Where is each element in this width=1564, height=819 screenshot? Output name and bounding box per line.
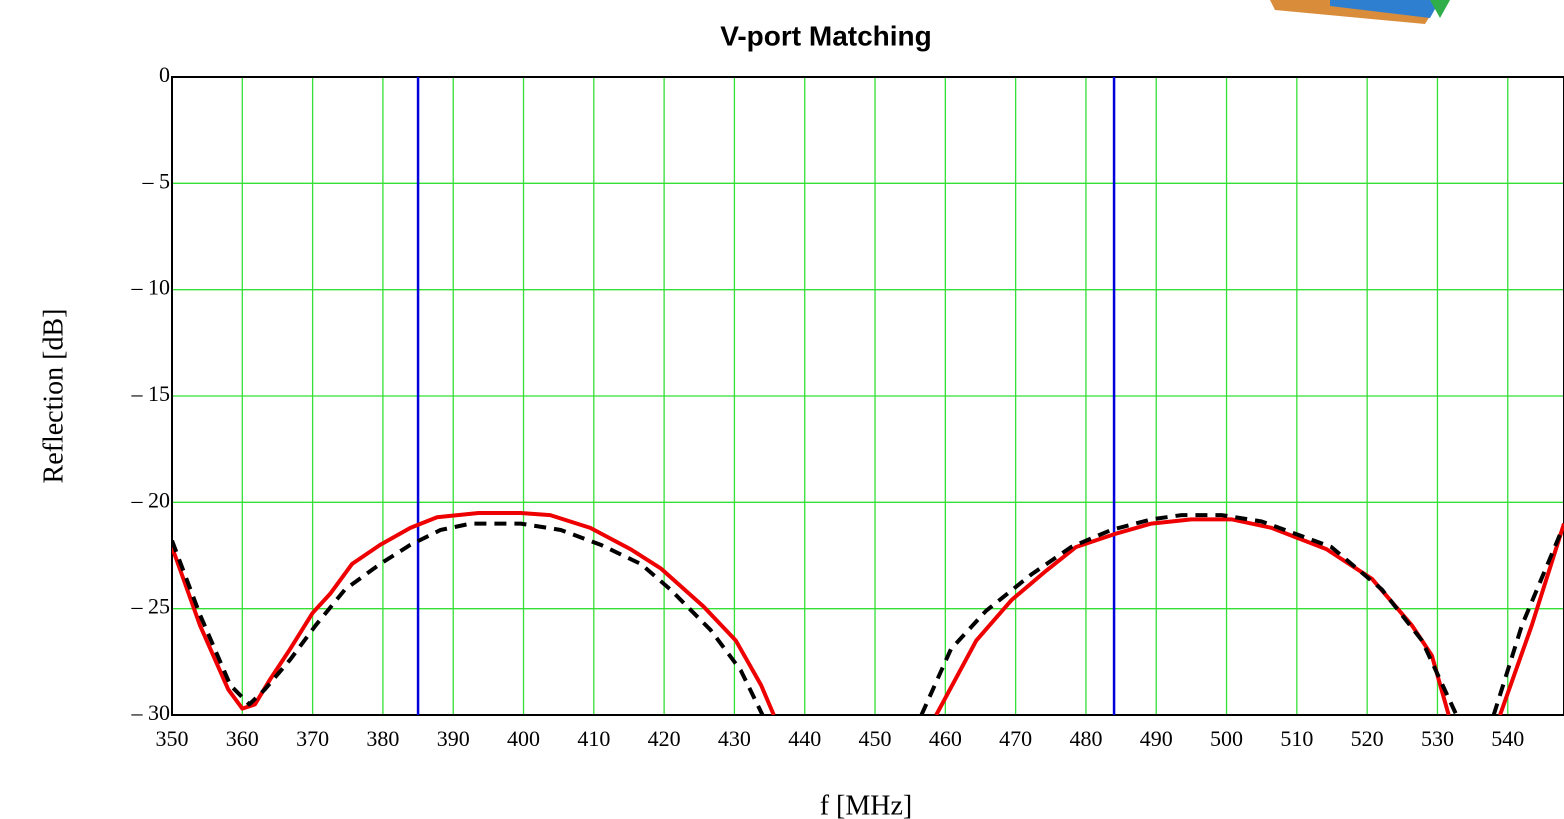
x-tick-label: 500 [1210,726,1243,751]
y-tick-label: – 10 [131,275,171,300]
x-tick-label: 470 [999,726,1032,751]
x-tick-label: 520 [1351,726,1384,751]
x-tick-label: 420 [648,726,681,751]
x-tick-label: 360 [226,726,259,751]
y-tick-label: 0 [159,62,170,87]
corner-icon [1270,0,1450,24]
data-line [172,513,1564,715]
chart-title: V-port Matching [720,20,932,51]
x-tick-label: 540 [1491,726,1524,751]
y-tick-label: – 15 [131,381,171,406]
x-tick-label: 460 [929,726,962,751]
x-tick-label: 450 [859,726,892,751]
x-tick-label: 430 [718,726,751,751]
x-tick-label: 440 [788,726,821,751]
x-tick-label: 410 [577,726,610,751]
y-tick-label: – 20 [131,487,171,512]
chart: V-port Matching f [MHz] Reflection [dB] … [0,0,1564,819]
x-tick-label: 350 [156,726,189,751]
y-tick-label: – 25 [131,594,171,619]
x-tick-label: 380 [366,726,399,751]
x-tick-label: 400 [507,726,540,751]
x-tick-label: 490 [1140,726,1173,751]
x-axis-label: f [MHz] [820,790,913,819]
x-tick-label: 480 [1069,726,1102,751]
x-tick-label: 370 [296,726,329,751]
x-tick-label: 390 [437,726,470,751]
y-axis-label: Reflection [dB] [38,309,69,484]
x-tick-label: 510 [1280,726,1313,751]
y-tick-label: – 30 [131,700,171,725]
x-tick-label: 530 [1421,726,1454,751]
y-tick-label: – 5 [142,168,171,193]
